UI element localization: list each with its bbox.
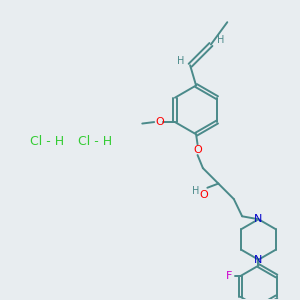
Text: N: N xyxy=(254,255,263,265)
Text: Cl - H: Cl - H xyxy=(78,135,112,148)
Text: O: O xyxy=(193,145,202,155)
Text: H: H xyxy=(192,186,199,196)
Text: F: F xyxy=(226,271,233,281)
Text: N: N xyxy=(254,214,263,224)
Text: H: H xyxy=(177,56,184,66)
Text: H: H xyxy=(217,35,224,45)
Text: O: O xyxy=(199,190,208,200)
Text: Cl - H: Cl - H xyxy=(30,135,64,148)
Text: O: O xyxy=(155,117,164,127)
